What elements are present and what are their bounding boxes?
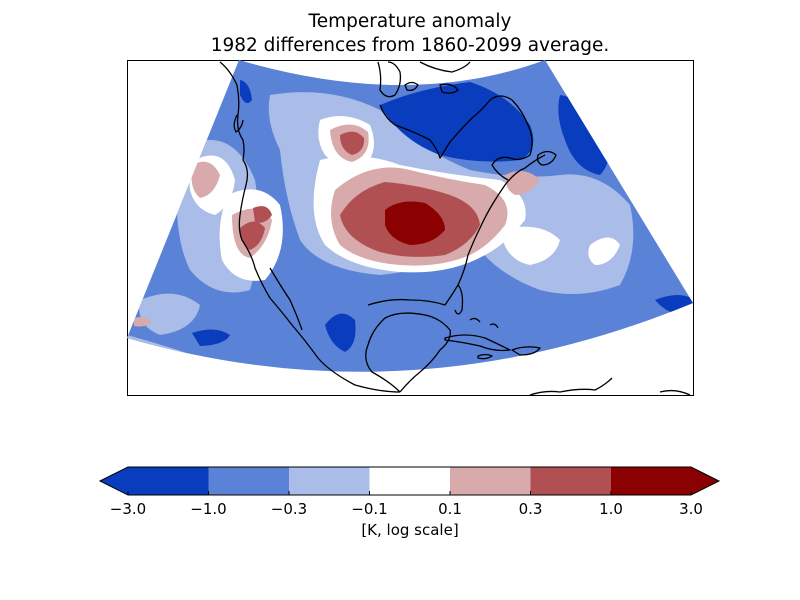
field-neutral-far-east (588, 237, 620, 265)
field-neutral-east (500, 226, 560, 265)
colorbar-tick-label: 1.0 (599, 500, 623, 518)
field-warm-southwest (134, 317, 152, 327)
coastline-arctic-island-3 (439, 83, 459, 94)
field-strong-cold-northeast (558, 95, 609, 175)
coastline-cuba (444, 334, 511, 352)
colorbar-tick-label: 0.3 (518, 500, 543, 518)
field-hot-inland (253, 206, 272, 223)
anomaly-field (127, 60, 693, 372)
colorbar-extend-over (691, 467, 719, 495)
coastline-arctic-islands (377, 61, 402, 98)
figure-title: Temperature anomaly (308, 11, 512, 32)
colorbar-extend-under (100, 467, 128, 495)
map-frame (127, 60, 694, 396)
field-strong-cold-pacific (192, 329, 230, 346)
colorbar-tick-label: 0.1 (438, 500, 462, 518)
field-strong-cold-hudson (380, 82, 534, 162)
coastlines (219, 61, 691, 396)
coastline-hispaniola (511, 346, 541, 356)
field-very-hot-core (385, 201, 445, 245)
coastline-arctic-island-4 (404, 81, 419, 92)
coastline-hudson-bay (379, 95, 533, 181)
coastline-pacific (219, 61, 401, 393)
coastline-alaska (233, 114, 244, 133)
coastline-atlantic (457, 154, 546, 286)
colorbar-tick-label: −0.1 (351, 500, 388, 518)
coastline-south-america (529, 377, 691, 396)
colorbar-unit-label: [K, log scale] (361, 521, 459, 539)
coastline-jamaica (477, 353, 493, 360)
field-warm-west (191, 161, 220, 198)
field-cool-southwest (139, 293, 200, 335)
field-hot-west (240, 221, 265, 250)
colorbar-bin-4 (369, 467, 450, 495)
coastline-newfoundland (536, 150, 557, 166)
colorbar-bin-5 (450, 467, 531, 495)
colorbar-tick-label: −1.0 (190, 500, 227, 518)
colorbar-bin-1 (128, 467, 209, 495)
field-strong-cold-west-coast (240, 80, 252, 104)
colorbar-tick-label: 3.0 (679, 500, 703, 518)
coastline-bahamas (469, 317, 499, 329)
coastline-baja (269, 267, 303, 331)
field-strong-cold-gulf (325, 313, 356, 352)
colorbar-bin-6 (530, 467, 611, 495)
colorbar-bin-3 (289, 467, 370, 495)
field-hot-north (340, 131, 365, 155)
coastline-florida (367, 284, 464, 315)
colorbar-bin-2 (208, 467, 289, 495)
field-warm-northeast (505, 171, 540, 195)
colorbar-tick-label: −3.0 (109, 500, 147, 518)
colorbar-tick-label: −0.3 (270, 500, 308, 518)
colorbar-ticks (127, 491, 692, 495)
coastline-arctic-island-2 (419, 61, 471, 73)
figure-subtitle: 1982 differences from 1860-2099 average. (210, 35, 610, 56)
coastline-gulf (365, 312, 451, 393)
colorbar-bin-7 (611, 467, 691, 495)
map-panel (127, 60, 694, 396)
